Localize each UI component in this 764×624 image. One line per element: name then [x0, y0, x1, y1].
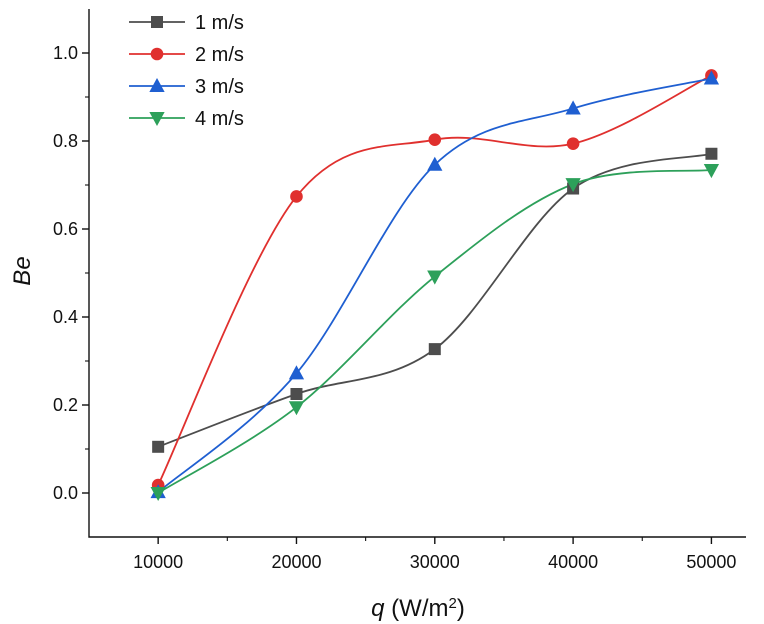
series-3-point-5: [703, 70, 720, 85]
series-3-point-2: [288, 365, 305, 380]
series-4-point-5: [703, 164, 720, 179]
x-axis-unit-superscript: 2: [449, 595, 457, 612]
legend-marker-2: [150, 47, 164, 61]
series-3-point-3: [427, 156, 443, 171]
x-tick-label-0: 10000: [133, 552, 183, 572]
y-tick-label-4: 0.8: [53, 131, 78, 151]
series-line-1: [157, 152, 713, 448]
series-4-point-4: [565, 178, 581, 193]
x-tick-label-1: 20000: [271, 552, 321, 572]
y-tick-label-0: 0.0: [53, 483, 78, 503]
y-tick-label-3: 0.6: [53, 219, 78, 239]
series-3-point-4: [565, 100, 581, 115]
y-axis-title: Be: [9, 256, 36, 285]
legend-marker-3: [149, 77, 165, 92]
x-axis-symbol: q: [371, 595, 385, 622]
y-tick-label-5: 1.0: [53, 43, 78, 63]
x-axis-unit-prefix: (W/m: [385, 595, 449, 622]
series-markers-group: [150, 69, 720, 502]
legend-label-1: 1 m/s: [195, 12, 244, 34]
legend-label-4: 4 m/s: [195, 108, 244, 130]
series-1-point-3: [428, 343, 441, 356]
legend-marker-1: [151, 16, 163, 28]
legend-marker-4: [149, 112, 165, 127]
series-line-4: [157, 169, 713, 494]
legend-label-2: 2 m/s: [195, 44, 244, 66]
y-tick-label-1: 0.2: [53, 395, 78, 415]
x-axis-unit-suffix: ): [457, 595, 465, 622]
series-2-point-3: [428, 133, 442, 146]
plot-axes: [88, 9, 746, 538]
series-line-2: [157, 74, 713, 486]
ticks-group: 10000 20000 30000 40000 50000 0.0 0.2 0.4 0.6 0.8…: [53, 43, 736, 572]
x-tick-label-3: 40000: [548, 552, 598, 572]
series-4-point-2: [288, 401, 305, 416]
series-2-point-2: [290, 190, 303, 203]
x-axis-title: q (W/m2): [371, 595, 465, 623]
y-tick-label-2: 0.4: [53, 307, 78, 327]
legend-label-3: 3 m/s: [195, 76, 244, 98]
series-4-point-3: [427, 270, 443, 285]
series-1-point-5: [705, 147, 718, 160]
series-line-3: [157, 77, 713, 494]
legend: 1 m/s 2 m/s 3 m/s 4 m/s: [129, 12, 244, 130]
x-tick-label-2: 30000: [410, 552, 460, 572]
series-2-point-4: [566, 137, 580, 150]
series-4-point-1: [150, 487, 166, 502]
plot-frame-group: [88, 9, 746, 538]
series-1-point-1: [152, 440, 165, 453]
x-tick-label-4: 50000: [686, 552, 736, 572]
series-1-point-2: [290, 388, 303, 400]
